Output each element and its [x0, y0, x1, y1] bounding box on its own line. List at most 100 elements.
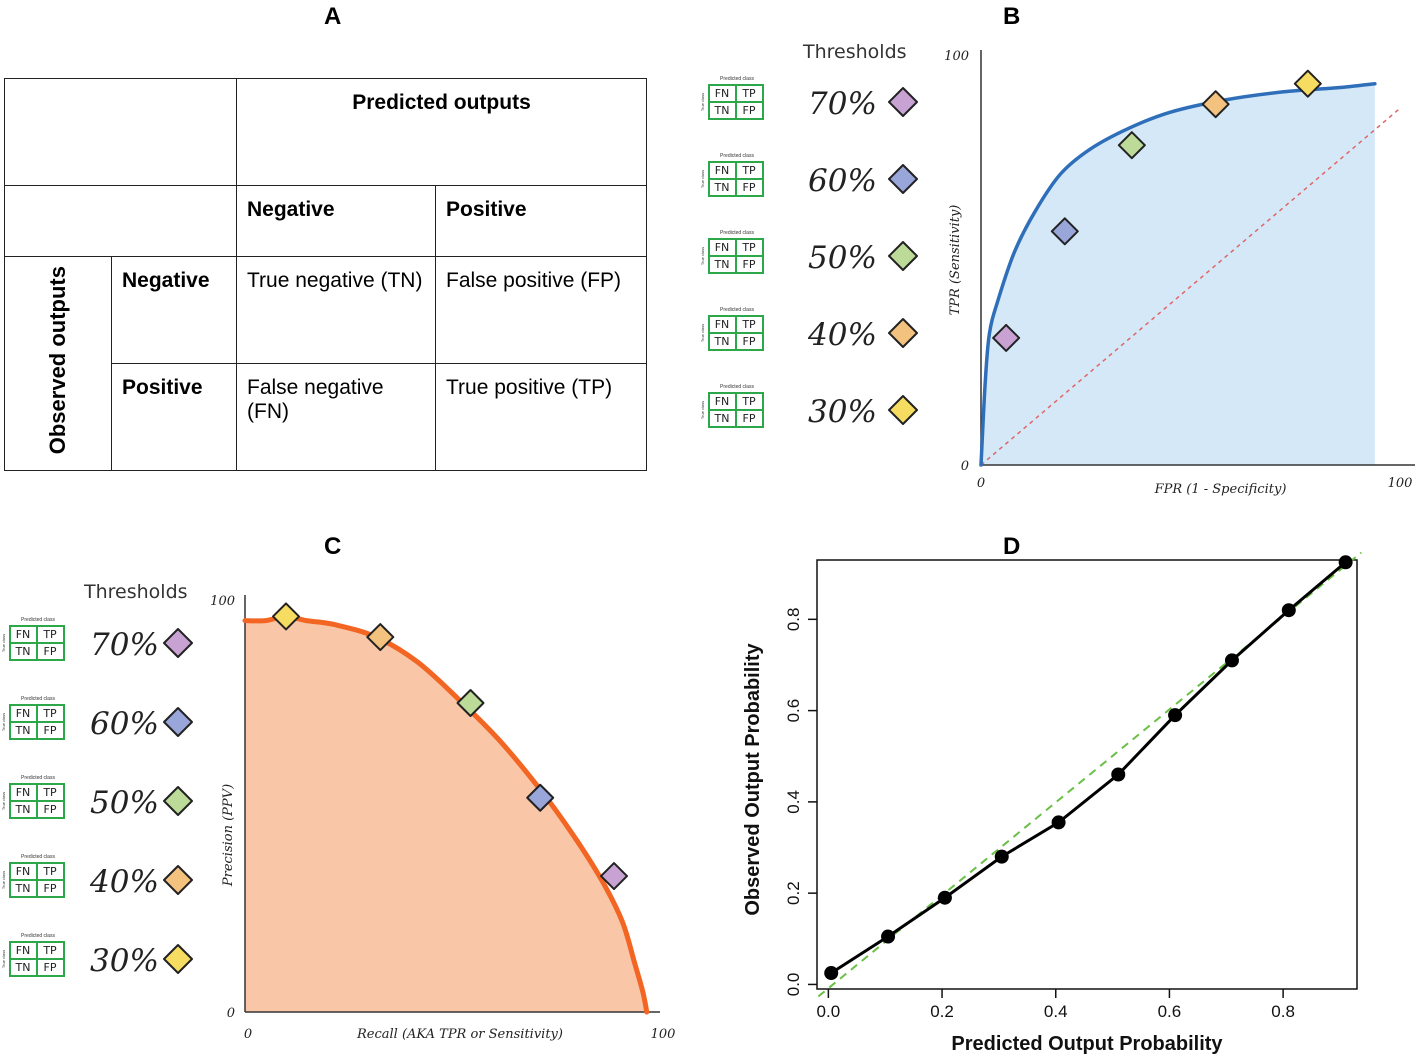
- mini-matrix-cell: FN: [16, 865, 31, 878]
- threshold-label: 60%: [90, 706, 159, 742]
- col-label-negative: Negative: [236, 185, 436, 257]
- y-tick-label: 100: [210, 594, 235, 609]
- mini-matrix-header: Predicted class: [720, 384, 754, 390]
- col-label-positive: Positive: [435, 185, 647, 257]
- pr-threshold-marker: [456, 689, 485, 717]
- precision-recall-chart: 0 100 0 100 Recall (AKA TPR or Sensitivity) P…: [210, 594, 675, 1042]
- threshold-legend-pr-svg: Thresholds Predicted class True class FN TP T…: [1, 581, 193, 979]
- cell-false-negative: False negative (FN): [236, 363, 436, 471]
- threshold-row: Predicted class True class FN TP TN FP 40%: [700, 307, 918, 353]
- mini-matrix-side-label: True class: [1, 792, 6, 810]
- threshold-row: Predicted class True class FN TP TN FP 70%: [700, 76, 918, 122]
- mini-matrix-cell: FP: [44, 724, 57, 737]
- mini-matrix-cell: TN: [15, 724, 31, 737]
- threshold-marker-icon: [888, 164, 918, 194]
- cell-true-positive: True positive (TP): [435, 363, 647, 471]
- x-tick-label: 0: [244, 1027, 252, 1042]
- mini-matrix-header: Predicted class: [720, 153, 754, 159]
- mini-matrix-cell: FN: [16, 707, 31, 720]
- roc-chart: 0 100 0 100 FPR (1 - Specificity) TPR (Sensit…: [944, 49, 1415, 497]
- threshold-marker-icon: [888, 318, 918, 348]
- roc-threshold-marker: [1117, 131, 1146, 160]
- chance-reference-line: [980, 107, 1401, 466]
- roc-threshold-marker: [1050, 217, 1079, 246]
- threshold-marker-icon: [888, 87, 918, 117]
- y-axis-label: Precision (PPV): [221, 784, 236, 887]
- threshold-row: Predicted class True class FN TP TN FP 60%: [1, 696, 193, 742]
- mini-matrix-header: Predicted class: [21, 775, 55, 781]
- mini-matrix-cell: FP: [44, 645, 57, 658]
- calibration-point: [1338, 555, 1353, 570]
- y-tick-label: 0.2: [784, 881, 803, 905]
- mini-matrix-side-label: True class: [700, 93, 705, 111]
- mini-matrix-header: Predicted class: [21, 617, 55, 623]
- threshold-marker-icon: [163, 944, 193, 974]
- thresholds-title: Thresholds: [802, 41, 907, 63]
- threshold-legend-pr: Thresholds Predicted class True class FN TP T…: [0, 580, 215, 1010]
- plot-frame: [816, 559, 1358, 990]
- pr-threshold-marker: [526, 783, 555, 812]
- confusion-matrix: Predicted outputs Negative Positive Obse…: [4, 78, 647, 471]
- mini-matrix-cell: FP: [44, 803, 57, 816]
- threshold-label: 50%: [808, 240, 877, 276]
- x-tick-label: 0.0: [817, 1002, 841, 1021]
- y-tick-label: 0.4: [784, 790, 803, 814]
- threshold-label: 40%: [89, 864, 159, 900]
- mini-matrix-cell: TP: [741, 241, 756, 254]
- x-tick-label: 0.2: [930, 1002, 954, 1021]
- mini-matrix-cell: TP: [741, 395, 756, 408]
- mini-matrix-header: Predicted class: [720, 230, 754, 236]
- mini-matrix-side-label: True class: [1, 634, 6, 652]
- mini-matrix-cell: FN: [715, 318, 730, 331]
- mini-matrix-cell: FN: [16, 944, 31, 957]
- row-label-positive: Positive: [111, 363, 237, 471]
- threshold-row: Predicted class True class FN TP TN FP 30%: [1, 933, 193, 979]
- calibration-point: [994, 849, 1009, 864]
- threshold-row: Predicted class True class FN TP TN FP 50%: [1, 775, 193, 821]
- mini-matrix-cell: TP: [741, 318, 756, 331]
- mini-matrix-cell: FP: [743, 258, 756, 271]
- mini-matrix-side-label: True class: [700, 247, 705, 265]
- mini-matrix-cell: TN: [15, 645, 31, 658]
- pr-threshold-marker: [272, 602, 300, 631]
- mini-matrix-side-label: True class: [700, 324, 705, 342]
- mini-matrix-header: Predicted class: [21, 933, 55, 939]
- mini-matrix-cell: FN: [715, 395, 730, 408]
- calibration-point: [1051, 815, 1066, 830]
- mini-matrix-cell: TN: [714, 181, 730, 194]
- mini-matrix-cell: FP: [743, 104, 756, 117]
- threshold-label: 30%: [90, 943, 159, 979]
- mini-matrix-cell: TN: [714, 258, 730, 271]
- threshold-legend-roc-svg: Thresholds Predicted class True class FN TP T…: [700, 41, 918, 430]
- panel-label-d: D: [1003, 533, 1021, 560]
- threshold-row: Predicted class True class FN TP TN FP 60%: [700, 153, 918, 199]
- threshold-label: 60%: [808, 163, 877, 199]
- mini-matrix-side-label: True class: [1, 713, 6, 731]
- threshold-label: 50%: [90, 785, 159, 821]
- roc-threshold-marker: [992, 323, 1021, 352]
- y-tick-label: 0.0: [784, 973, 803, 997]
- calibration-chart: 0.0 0.2 0.4 0.6 0.8 0.0 0.2 0.4 0.6 0.8 Predicted …: [742, 551, 1362, 1055]
- roc-threshold-marker: [1201, 90, 1230, 119]
- threshold-row: Predicted class True class FN TP TN FP 30%: [700, 384, 918, 430]
- mini-matrix-cell: FN: [715, 241, 730, 254]
- calibration-point: [937, 890, 952, 905]
- calibration-point: [824, 966, 839, 981]
- pr-threshold-marker: [600, 862, 628, 891]
- mini-matrix-cell: TN: [15, 882, 31, 895]
- mini-matrix-cell: FP: [44, 882, 57, 895]
- panel-label-b: B: [1003, 3, 1021, 30]
- threshold-marker-icon: [163, 786, 193, 816]
- x-tick-label: 0.6: [1158, 1002, 1182, 1021]
- mini-matrix-header: Predicted class: [720, 307, 754, 313]
- pr-area-fill: [245, 616, 647, 1012]
- panel-label-c: C: [324, 533, 342, 560]
- corner-spacer-cell: [4, 185, 237, 257]
- x-axis-label: Recall (AKA TPR or Sensitivity): [356, 1027, 563, 1042]
- calibration-point: [1224, 653, 1239, 668]
- calibration-point: [1281, 603, 1296, 618]
- threshold-label: 70%: [808, 86, 877, 122]
- threshold-marker-icon: [888, 241, 918, 271]
- mini-matrix-cell: FN: [715, 164, 730, 177]
- calibration-point: [881, 929, 896, 944]
